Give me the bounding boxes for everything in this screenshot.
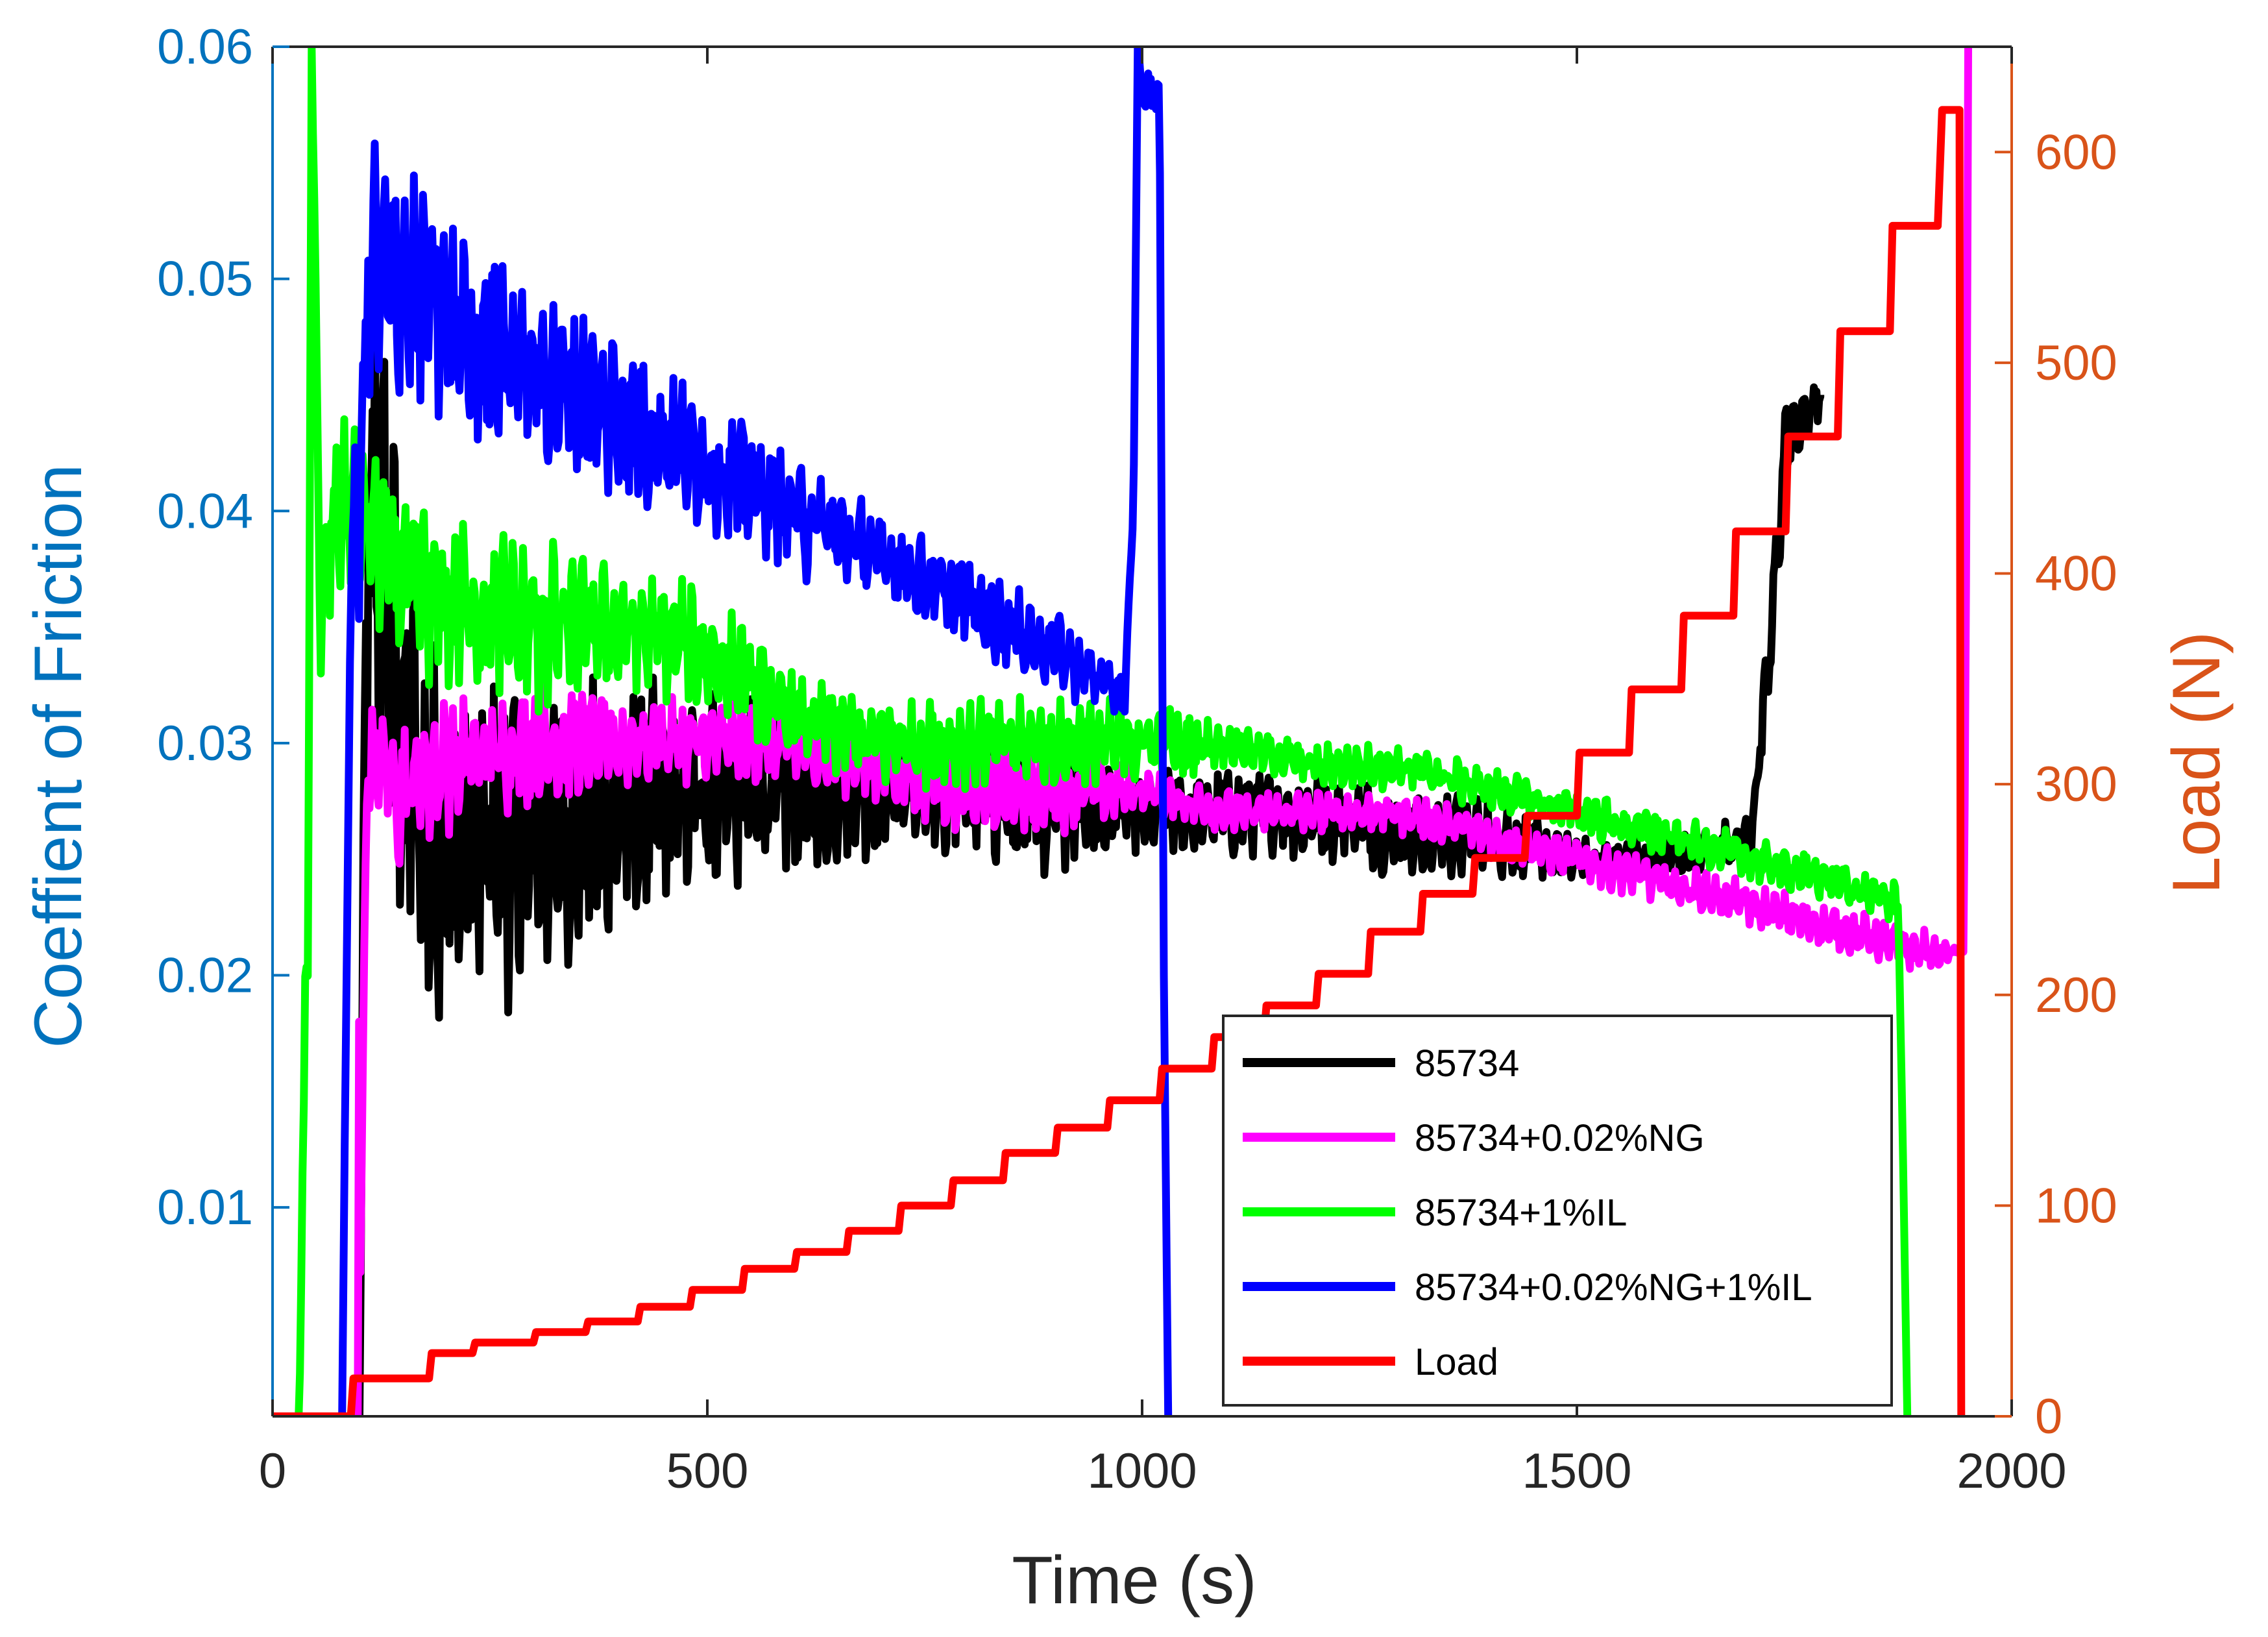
y-right-tick-label-1: 100 — [2035, 1178, 2117, 1233]
y-left-tick-label-3: 0.04 — [157, 484, 253, 539]
y-right-tick-label-2: 200 — [2035, 968, 2117, 1023]
x-tick-label-4: 2000 — [1957, 1444, 2066, 1499]
x-tick-label-3: 1500 — [1522, 1444, 1631, 1499]
y-right-tick-label-6: 600 — [2035, 125, 2117, 180]
legend-label-85734-ng: 85734+0.02%NG — [1415, 1117, 1705, 1159]
y-left-tick-label-1: 0.02 — [157, 948, 253, 1003]
x-tick-label-2: 1000 — [1087, 1444, 1197, 1499]
y-right-tick-label-4: 400 — [2035, 547, 2117, 602]
legend-label-85734-il: 85734+1%IL — [1415, 1192, 1627, 1234]
legend-label-85734: 85734 — [1415, 1042, 1519, 1085]
legend-label-85734-ng-il: 85734+0.02%NG+1%IL — [1415, 1266, 1812, 1309]
series-layer — [273, 47, 1972, 1416]
y-left-tick-label-2: 0.03 — [157, 716, 253, 771]
x-tick-label-0: 0 — [259, 1444, 286, 1499]
y-left-tick-label-0: 0.01 — [157, 1180, 253, 1235]
y-right-tick-label-3: 300 — [2035, 757, 2117, 812]
y-left-axis-title: Coeffient of Friction — [21, 464, 96, 1048]
legend-label-load: Load — [1415, 1341, 1498, 1383]
y-right-tick-label-5: 500 — [2035, 336, 2117, 391]
series-line-3 — [338, 47, 1173, 1416]
series-line-2 — [295, 47, 1912, 1416]
y-right-tick-label-0: 0 — [2035, 1389, 2062, 1444]
x-tick-label-1: 500 — [666, 1444, 749, 1499]
y-left-tick-label-4: 0.05 — [157, 252, 253, 307]
y-left-tick-label-5: 0.06 — [157, 19, 253, 75]
y-right-axis-title: Load (N) — [2159, 632, 2234, 894]
legend: 85734 85734+0.02%NG 85734+1%IL 85734+0.0… — [1222, 1015, 1893, 1407]
x-axis-title: Time (s) — [1012, 1543, 1256, 1618]
ticks-layer: 0 500 1000 1500 20000.010.020.030.040.050.06… — [157, 19, 2117, 1499]
series-line-4 — [273, 106, 1966, 1416]
